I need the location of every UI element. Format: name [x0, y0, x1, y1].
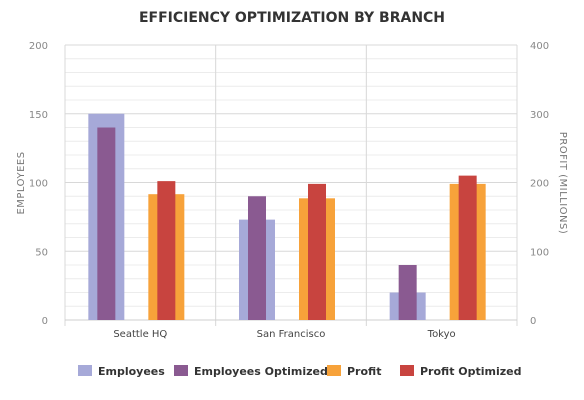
legend-item: Profit Optimized — [400, 365, 522, 378]
legend-item: Employees — [78, 365, 165, 378]
axis-ticks: 0 50 100 150 200 0 100 200 300 400 — [29, 41, 549, 327]
bars — [88, 113, 486, 320]
legend-label: Employees Optimized — [194, 365, 328, 378]
y-right-tick-label: 200 — [530, 179, 549, 190]
y-right-tick-label: 100 — [530, 247, 549, 258]
legend-swatch — [174, 365, 188, 376]
legend-label: Employees — [98, 365, 165, 378]
y-right-tick-label: 400 — [530, 41, 549, 52]
legend-swatch — [327, 365, 341, 376]
bar — [157, 181, 176, 320]
y-right-tick-label: 300 — [530, 110, 549, 121]
legend-label: Profit — [347, 365, 381, 378]
bar — [458, 175, 477, 320]
category-label: San Francisco — [257, 329, 326, 340]
legend-label: Profit Optimized — [420, 365, 522, 378]
y-axis-left-title: EMPLOYEES — [16, 151, 27, 214]
y-left-tick-label: 200 — [29, 41, 48, 52]
category-label: Seattle HQ — [113, 329, 167, 340]
legend-item: Profit — [327, 365, 381, 378]
bar — [308, 183, 326, 320]
bar — [398, 265, 417, 320]
y-left-tick-label: 50 — [35, 247, 48, 258]
bar — [248, 196, 266, 320]
category-label: Tokyo — [427, 329, 456, 340]
grid — [64, 44, 518, 326]
y-left-tick-label: 100 — [29, 179, 48, 190]
y-axis-right-title: PROFIT (MILLIONS) — [557, 132, 568, 235]
bar — [97, 127, 116, 320]
chart-title: EFFICIENCY OPTIMIZATION BY BRANCH — [139, 10, 445, 26]
y-right-tick-label: 0 — [530, 316, 536, 327]
legend-swatch — [400, 365, 414, 376]
y-left-tick-label: 0 — [42, 316, 48, 327]
legend: Employees Employees Optimized Profit Profit… — [78, 365, 522, 378]
legend-swatch — [78, 365, 92, 376]
category-labels: Seattle HQ San Francisco Tokyo — [113, 329, 455, 340]
legend-item: Employees Optimized — [174, 365, 328, 378]
y-left-tick-label: 150 — [29, 110, 48, 121]
